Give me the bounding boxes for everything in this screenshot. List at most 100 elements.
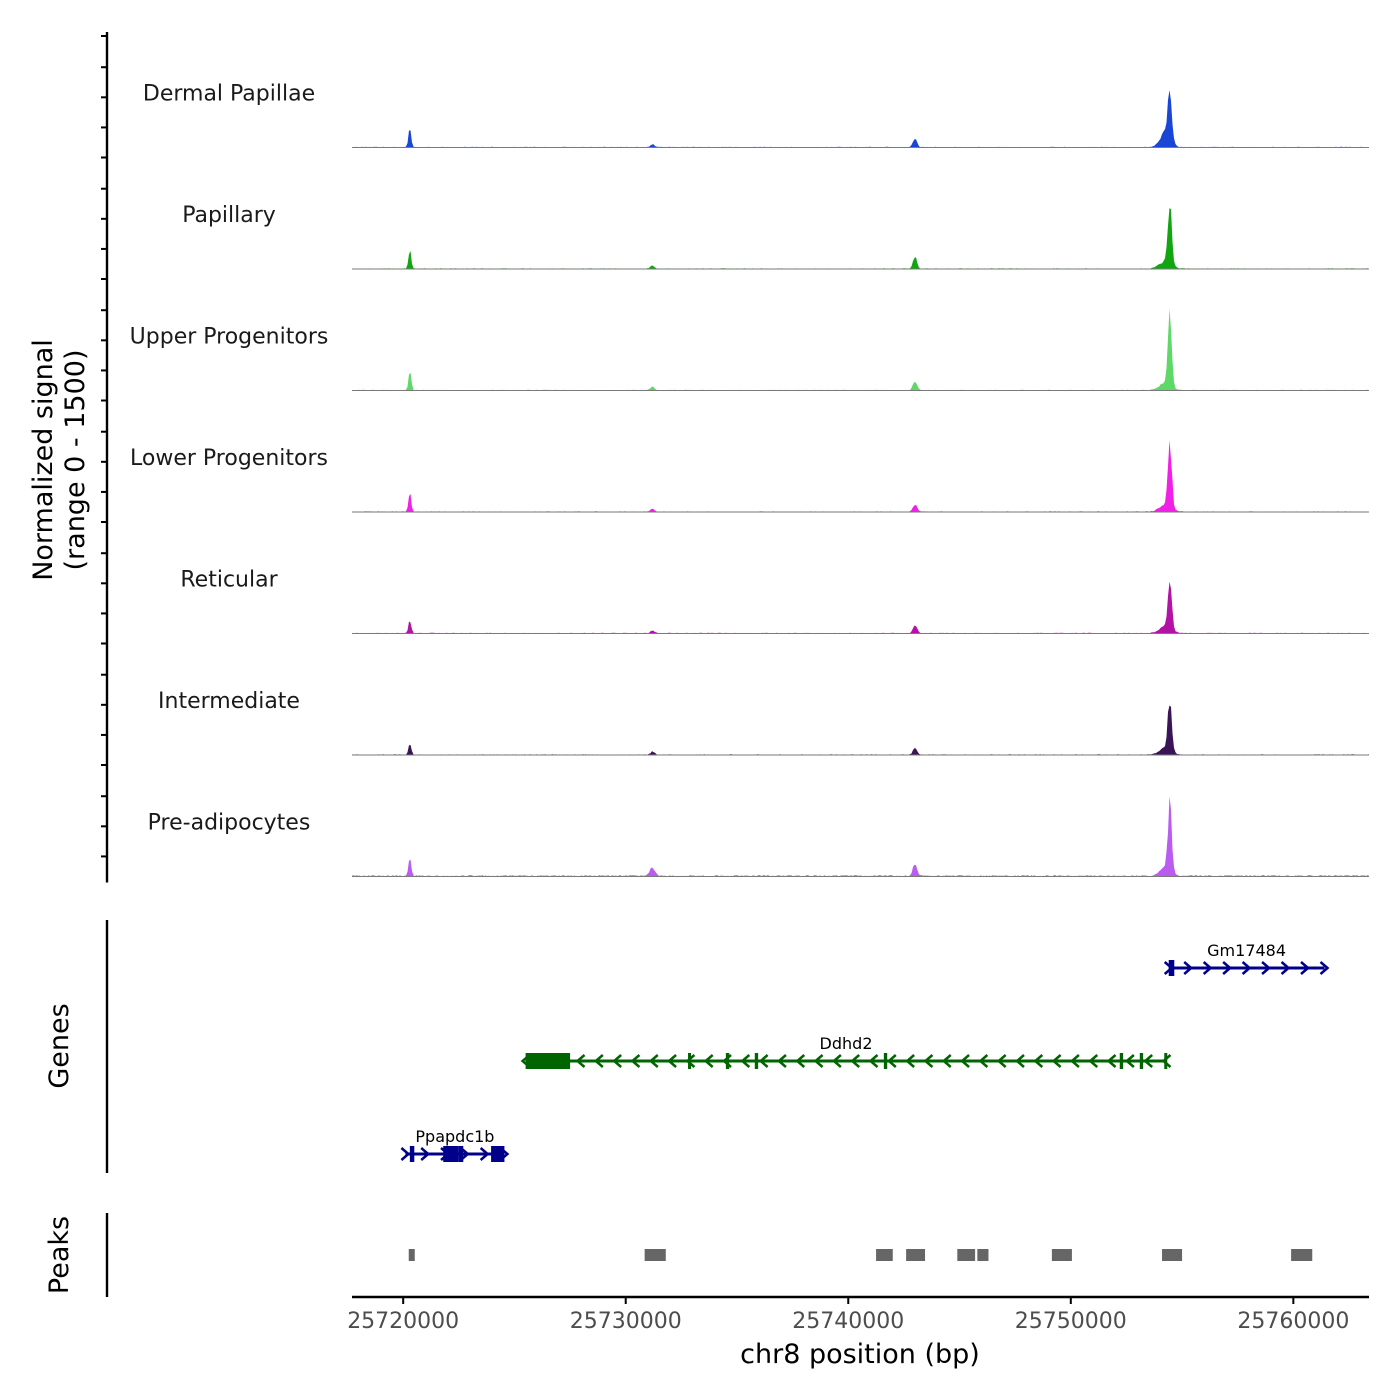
track-label: Lower Progenitors <box>130 446 328 471</box>
strand-arrow <box>648 1054 659 1068</box>
x-tick-label: 25740000 <box>792 1309 904 1334</box>
peak-region <box>977 1249 989 1261</box>
peak-region <box>1162 1249 1183 1261</box>
gene-name: Ddhd2 <box>820 1034 873 1053</box>
strand-arrow <box>886 1054 897 1068</box>
peak-region <box>957 1249 976 1261</box>
exon-block <box>1168 960 1175 976</box>
signal-track: Lower Progenitors <box>101 399 1369 513</box>
genes-panel-label: Genes <box>44 1003 75 1088</box>
exon-block <box>409 1146 415 1162</box>
strand-arrow <box>593 1054 604 1068</box>
exon-block <box>443 1146 459 1162</box>
signal-track: Reticular <box>101 521 1369 634</box>
exon-block <box>1164 1053 1168 1069</box>
peak-region <box>1051 1249 1072 1261</box>
strand-arrow <box>685 1054 696 1068</box>
x-tick-label: 25760000 <box>1237 1309 1349 1334</box>
strand-arrow <box>1070 1054 1080 1068</box>
strand-arrow <box>905 1054 915 1068</box>
strand-arrow <box>923 1054 934 1068</box>
track-label: Papillary <box>182 203 276 228</box>
y-axis-title-line-1: Normalized signal <box>28 339 59 581</box>
peak-region <box>644 1249 666 1261</box>
exon-block <box>1139 1053 1144 1069</box>
strand-arrow <box>1161 1054 1172 1068</box>
strand-arrow <box>831 1054 842 1068</box>
peak-region <box>876 1249 893 1261</box>
x-axis: 25720000 25730000 25740000 25750000 25760000 <box>347 1295 1369 1334</box>
track-label: Pre-adipocytes <box>148 811 311 836</box>
x-tick-label: 25720000 <box>347 1309 459 1334</box>
strand-arrow <box>1261 961 1272 975</box>
y-axis-title-line-2: (range 0 - 1500) <box>60 350 91 571</box>
signal-track: Dermal Papillae <box>101 35 1369 148</box>
strand-arrow <box>1088 1054 1099 1068</box>
signal-track: Pre-adipocytes <box>101 764 1369 877</box>
signal-area <box>352 796 1369 877</box>
gene-model: Gm17484 <box>1163 941 1330 976</box>
exon-block <box>754 1053 759 1069</box>
strand-arrow <box>1319 961 1330 975</box>
track-label: Reticular <box>180 568 278 593</box>
signal-track: Papillary <box>101 156 1369 270</box>
gene-name: Ppapdc1b <box>415 1127 494 1146</box>
exon-block <box>725 1053 730 1069</box>
signal-area <box>352 90 1369 148</box>
track-label: Upper Progenitors <box>130 325 329 350</box>
strand-arrow <box>630 1054 641 1068</box>
strand-arrow <box>1143 1054 1153 1068</box>
strand-arrow <box>941 1054 952 1068</box>
signal-area <box>352 440 1369 512</box>
x-tick-label: 25730000 <box>570 1309 682 1334</box>
strand-arrow <box>758 1054 769 1068</box>
x-tick-label: 25750000 <box>1015 1309 1127 1334</box>
strand-arrow <box>1202 961 1213 975</box>
strand-arrow <box>1033 1054 1044 1068</box>
gene-model: Ppapdc1b <box>400 1127 510 1162</box>
strand-arrow <box>813 1054 824 1068</box>
exon-block <box>883 1053 888 1069</box>
gene-model: Ddhd2 <box>520 1034 1172 1069</box>
strand-arrow <box>612 1054 622 1068</box>
signal-track: Intermediate <box>101 642 1369 756</box>
strand-arrow <box>1183 961 1194 975</box>
signal-area <box>352 308 1369 391</box>
strand-arrow <box>1051 1054 1062 1068</box>
strand-arrow <box>1106 1054 1117 1068</box>
signal-area <box>352 581 1369 634</box>
strand-arrow <box>1015 1054 1025 1068</box>
strand-arrow <box>575 1054 586 1068</box>
strand-arrow <box>1222 961 1233 975</box>
exon-block <box>525 1053 571 1069</box>
strand-arrow <box>1124 1054 1135 1068</box>
peaks-panel-label: Peaks <box>44 1216 75 1294</box>
signal-panel: Dermal Papillae Papillary Upper Progenitor… <box>101 32 1369 883</box>
strand-arrow <box>1241 961 1252 975</box>
track-label: Intermediate <box>158 689 300 714</box>
peaks-panel <box>105 1213 1313 1297</box>
strand-arrow <box>667 1054 677 1068</box>
exon-block <box>1119 1053 1124 1069</box>
strand-arrow <box>868 1054 879 1068</box>
peak-region <box>1291 1249 1313 1261</box>
strand-arrow <box>960 1054 970 1068</box>
peak-region <box>906 1249 926 1261</box>
exon-block <box>458 1146 464 1162</box>
x-axis-title: chr8 position (bp) <box>740 1339 980 1370</box>
strand-arrow <box>795 1054 806 1068</box>
strand-arrow <box>1280 961 1291 975</box>
signal-area <box>352 208 1369 269</box>
genes-panel: Gm17484 Ddhd2 Ppapdc1b <box>105 920 1330 1173</box>
strand-arrow <box>1300 961 1310 975</box>
strand-arrow <box>479 1147 490 1161</box>
track-label: Dermal Papillae <box>143 82 315 107</box>
strand-arrow <box>777 1054 787 1068</box>
strand-arrow <box>996 1054 1007 1068</box>
gene-name: Gm17484 <box>1207 941 1286 960</box>
signal-area <box>352 705 1369 755</box>
peak-region <box>408 1249 415 1261</box>
strand-arrow <box>420 1147 431 1161</box>
signal-track: Upper Progenitors <box>101 278 1369 391</box>
